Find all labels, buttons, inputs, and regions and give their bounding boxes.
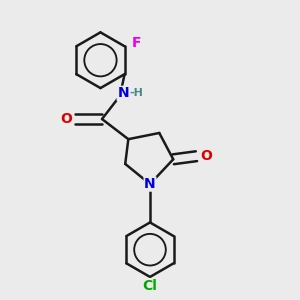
Text: F: F: [132, 36, 141, 50]
Text: O: O: [200, 149, 212, 163]
Text: O: O: [61, 112, 72, 126]
Text: N: N: [117, 86, 129, 100]
Text: Cl: Cl: [142, 279, 158, 292]
Text: -H: -H: [130, 88, 144, 98]
Text: N: N: [144, 177, 156, 191]
